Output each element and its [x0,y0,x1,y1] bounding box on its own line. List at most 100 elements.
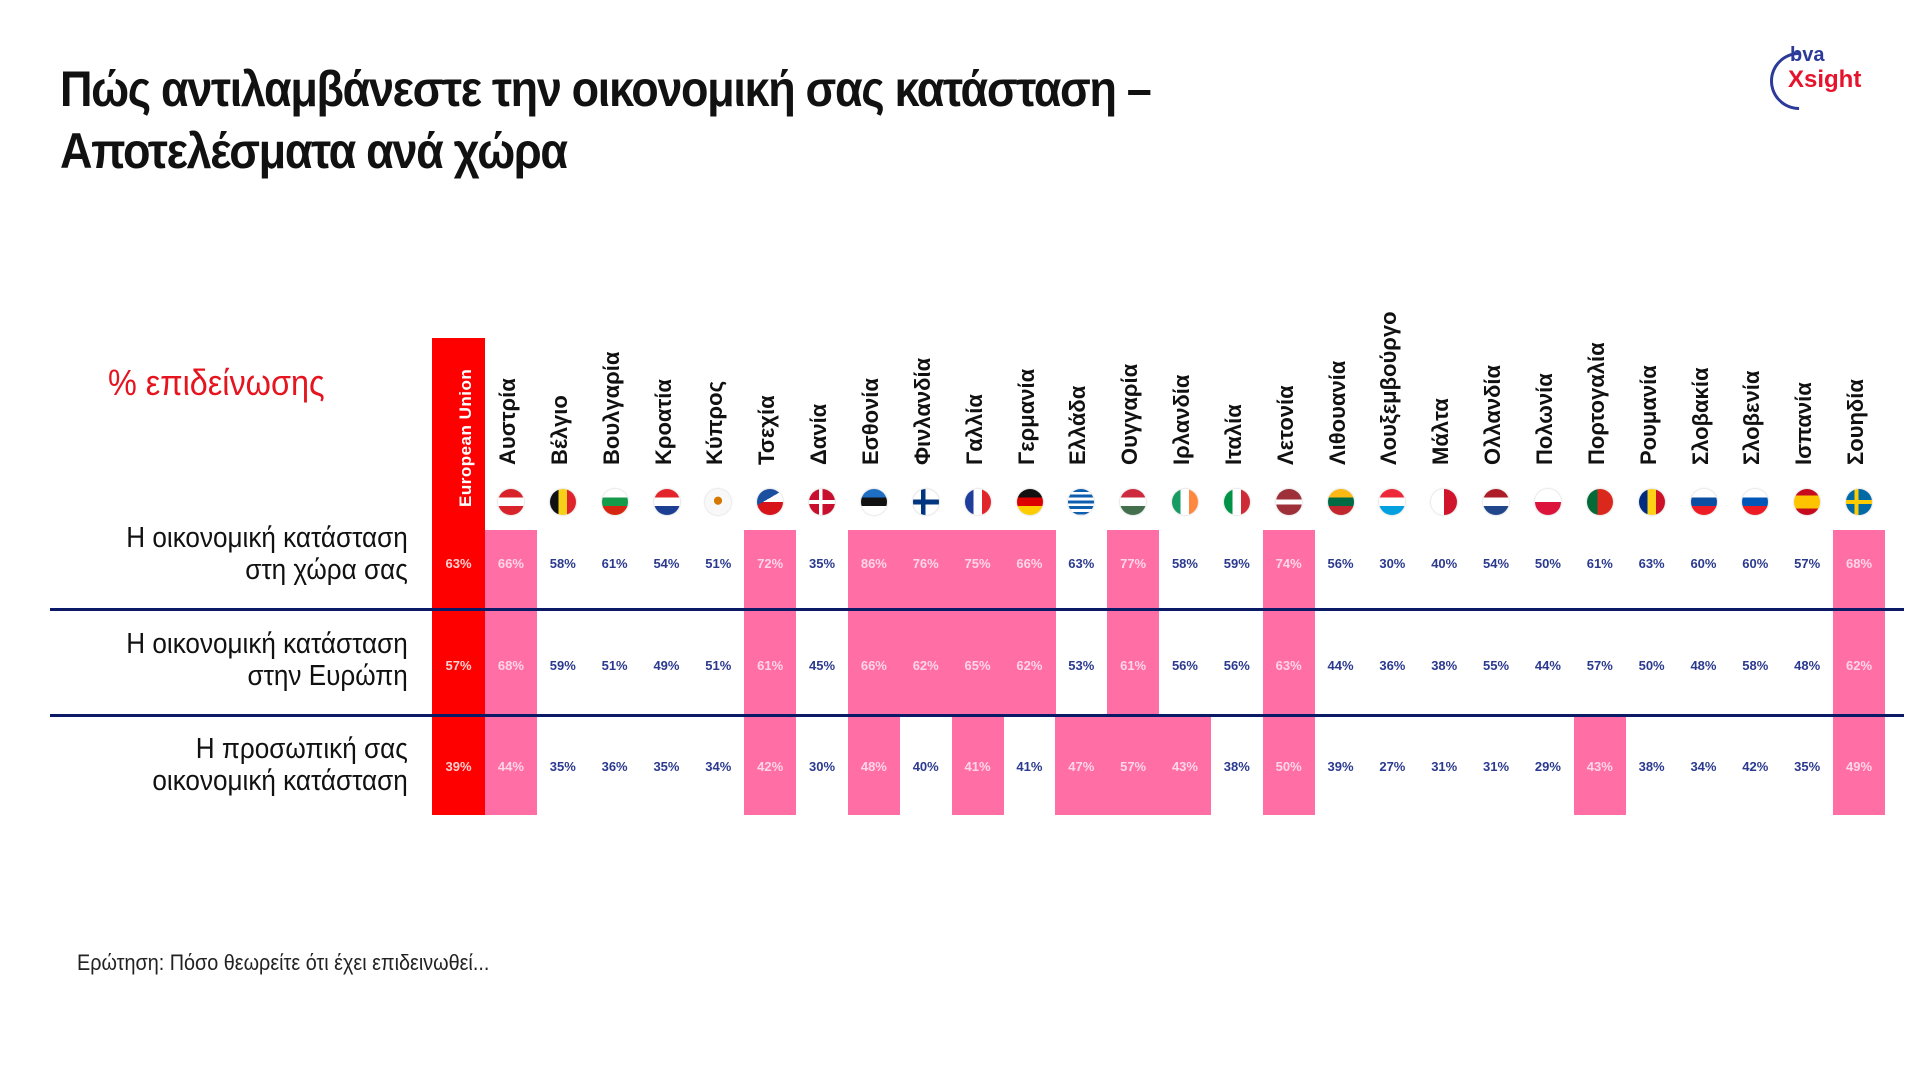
value-cell: 68% [497,658,524,673]
hungary-flag-icon [1120,489,1147,515]
value-cell: 58% [549,556,576,571]
value-cell: 56% [1223,658,1250,673]
country-header: Πορτογαλία [1574,300,1626,465]
eu-header: European Union [432,338,485,513]
value-cell: 76% [912,556,939,571]
eu-column [432,338,485,815]
highlight-cell [1833,717,1886,815]
italy-flag-icon [1223,489,1250,515]
poland-flag-icon [1535,489,1561,515]
value-cell: 35% [809,556,836,571]
highlight-cell [744,530,797,611]
highlight-cell [1107,530,1160,611]
country-name: Γερμανία [1013,368,1039,465]
country-header: Εσθονία [848,300,900,465]
country-name: Εσθονία [857,378,883,465]
country-header: Ελλάδα [1055,300,1107,465]
metric-label: % επιδείνωσης [108,362,325,403]
country-name: Φινλανδία [909,357,935,465]
highlight-cell [744,611,797,717]
value-cell: 66% [1016,556,1043,571]
row-divider [50,608,1904,611]
highlight-cell [847,530,900,611]
value-cell: 41% [964,759,991,774]
sweden-flag-icon [1846,489,1873,515]
country-name: Μάλτα [1428,398,1454,465]
value-cell: 56% [1327,556,1354,571]
value-cell: 44% [1327,658,1354,673]
country-header: Τσεχία [744,300,796,465]
country-header: Ολλανδία [1470,300,1522,465]
highlight-cell [744,717,797,815]
country-name: Ελλάδα [1065,385,1091,465]
value-cell: 38% [1223,759,1250,774]
value-cell: 58% [1171,556,1198,571]
slovakia-flag-icon [1690,489,1717,515]
value-cell: 36% [1379,658,1406,673]
country-name: Αυστρία [495,378,520,465]
title-line-2: Αποτελέσματα ανά χώρα [60,123,568,179]
value-cell: 27% [1379,759,1406,774]
country-name: Βέλγιο [546,395,572,465]
country-header: Δανία [796,300,848,465]
value-cell: 29% [1534,759,1561,774]
value-cell: 47% [1068,759,1095,774]
value-cell: 45% [809,658,836,673]
country-header: Ουγγαρία [1107,300,1159,465]
highlight-cell [847,717,900,815]
country-name: Ουγγαρία [1117,363,1143,465]
ireland-flag-icon [1172,489,1199,515]
greece-flag-icon [1068,489,1095,515]
highlight-cell [1262,717,1315,815]
title-line-1: Πώς αντιλαμβάνεστε την οικονομική σας κα… [60,61,1152,117]
country-header: Σουηδία [1833,300,1885,465]
eu-label: European Union [456,368,475,507]
highlight-cell [899,611,952,717]
highlight-cell [1262,611,1315,717]
value-cell: 48% [1690,658,1717,673]
value-cell: 68% [1846,556,1873,571]
highlight-cell [899,530,952,611]
bva-xsight-logo: bva Xsight [1757,39,1890,123]
value-cell: 59% [1223,556,1250,571]
logo-xsight: Xsight [1788,66,1862,93]
value-cell: 39% [1327,759,1354,774]
value-cell: 65% [964,658,991,673]
value-cell: 55% [1483,658,1510,673]
country-header: Ισπανία [1781,300,1833,465]
value-cell: 63% [1275,658,1302,673]
country-header: Αυστρία [485,300,537,465]
value-cell: 74% [1275,556,1302,571]
country-name: Κροατία [650,379,676,465]
highlight-cell [1003,530,1056,611]
country-name: Πολωνία [1532,373,1557,465]
value-cell: 62% [912,658,939,673]
row-label-country: Η οικονομική κατάσταση στη χώρα σας [126,522,408,586]
country-name: Κύπρος [702,380,728,465]
highlight-cell [1055,717,1108,815]
value-cell: 57% [1586,658,1613,673]
value-cell: 50% [1275,759,1302,774]
value-cell: 58% [1742,658,1769,673]
country-name: Σουηδία [1843,379,1869,465]
country-name: Ολλανδία [1480,364,1506,465]
value-cell: 38% [1638,759,1665,774]
value-cell: 66% [860,658,887,673]
value-cell: 51% [705,556,732,571]
country-name: Ιταλία [1220,404,1246,465]
value-cell: 36% [601,759,628,774]
value-cell: 51% [705,658,732,673]
value-cell: 38% [1431,658,1458,673]
spain-flag-icon [1794,489,1821,515]
country-header: Βέλγιο [537,300,589,465]
page-title: Πώς αντιλαμβάνεστε την οικονομική σας κα… [60,58,1152,182]
finland-flag-icon [912,489,939,515]
value-cell: 86% [860,556,887,571]
value-cell: 30% [1379,556,1406,571]
highlight-cell [1003,611,1056,717]
value-cell: 56% [1171,658,1198,673]
value-cell: 42% [1742,759,1769,774]
value-cell: 57% [1794,556,1821,571]
value-cell: 77% [1120,556,1147,571]
country-name: Πορτογαλία [1583,342,1609,465]
